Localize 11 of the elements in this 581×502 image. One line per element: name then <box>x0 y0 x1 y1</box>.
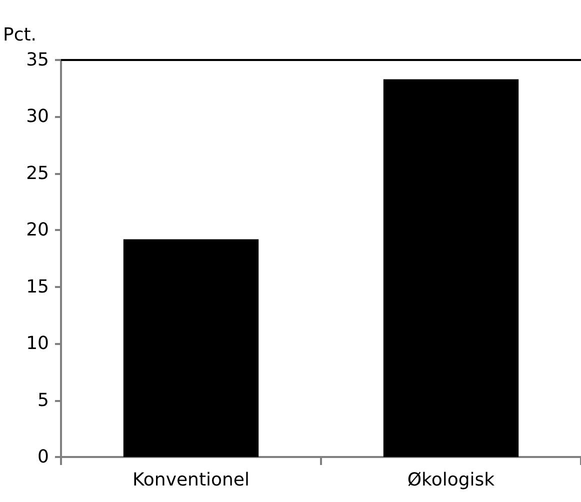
y-tick-label: 25 <box>26 162 49 184</box>
y-tick-label: 5 <box>38 390 49 411</box>
y-tick-label: 30 <box>26 106 49 128</box>
y-tick-label: 0 <box>38 446 49 468</box>
y-axis-title: Pct. <box>3 24 37 46</box>
x-tick-label: Økologisk <box>407 470 496 490</box>
y-tick-label: 10 <box>26 333 49 354</box>
y-tick-label: 15 <box>26 276 49 298</box>
y-tick-label: 20 <box>26 220 49 241</box>
x-tick-label: Konventionel <box>132 470 250 490</box>
y-tick-label: 35 <box>26 50 49 70</box>
